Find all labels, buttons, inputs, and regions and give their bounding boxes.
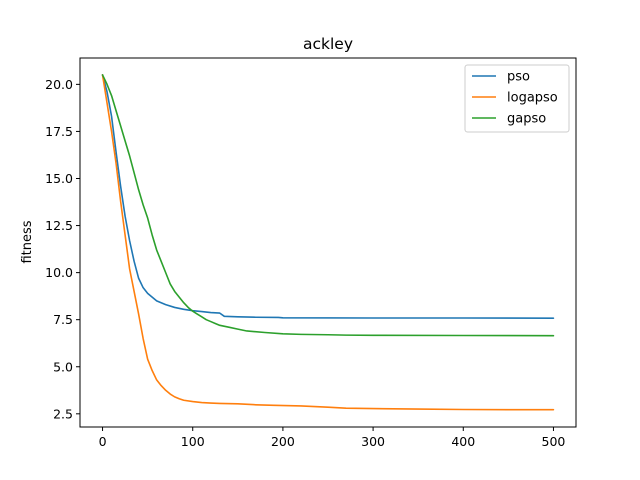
- y-tick-label: 2.5: [53, 406, 73, 421]
- y-tick-label: 5.0: [53, 359, 73, 374]
- x-tick-label: 100: [181, 434, 205, 449]
- y-axis-title: fitness: [20, 220, 35, 263]
- x-tick-label: 200: [271, 434, 295, 449]
- series-line-gapso: [101, 74, 555, 337]
- y-tick-label: 15.0: [45, 171, 73, 186]
- y-tick-label: 20.0: [45, 77, 73, 92]
- legend-label-gapso: gapso: [507, 112, 546, 127]
- legend-label-pso: pso: [507, 70, 530, 85]
- axes-frame: [79, 57, 577, 428]
- series-line-pso: [101, 74, 555, 319]
- x-tick-label: 500: [542, 434, 566, 449]
- legend: pso logapso gapso: [464, 64, 570, 133]
- legend-box: [464, 64, 570, 133]
- y-tick-label: 17.5: [45, 124, 73, 139]
- x-axis: 0 100 200 300 400 500: [99, 427, 566, 449]
- x-tick-label: 400: [451, 434, 475, 449]
- y-axis: 2.5 5.0 7.5 10.0 12.5 15.0 17.5 20.0: [45, 77, 80, 421]
- legend-label-logapso: logapso: [507, 91, 558, 106]
- chart-title: ackley: [303, 35, 353, 53]
- x-tick-label: 0: [99, 434, 107, 449]
- series-line-logapso: [101, 74, 555, 411]
- series-layer: [101, 74, 555, 411]
- y-tick-label: 12.5: [45, 218, 73, 233]
- y-tick-label: 7.5: [53, 312, 73, 327]
- x-tick-label: 300: [361, 434, 385, 449]
- y-tick-label: 10.0: [45, 265, 73, 280]
